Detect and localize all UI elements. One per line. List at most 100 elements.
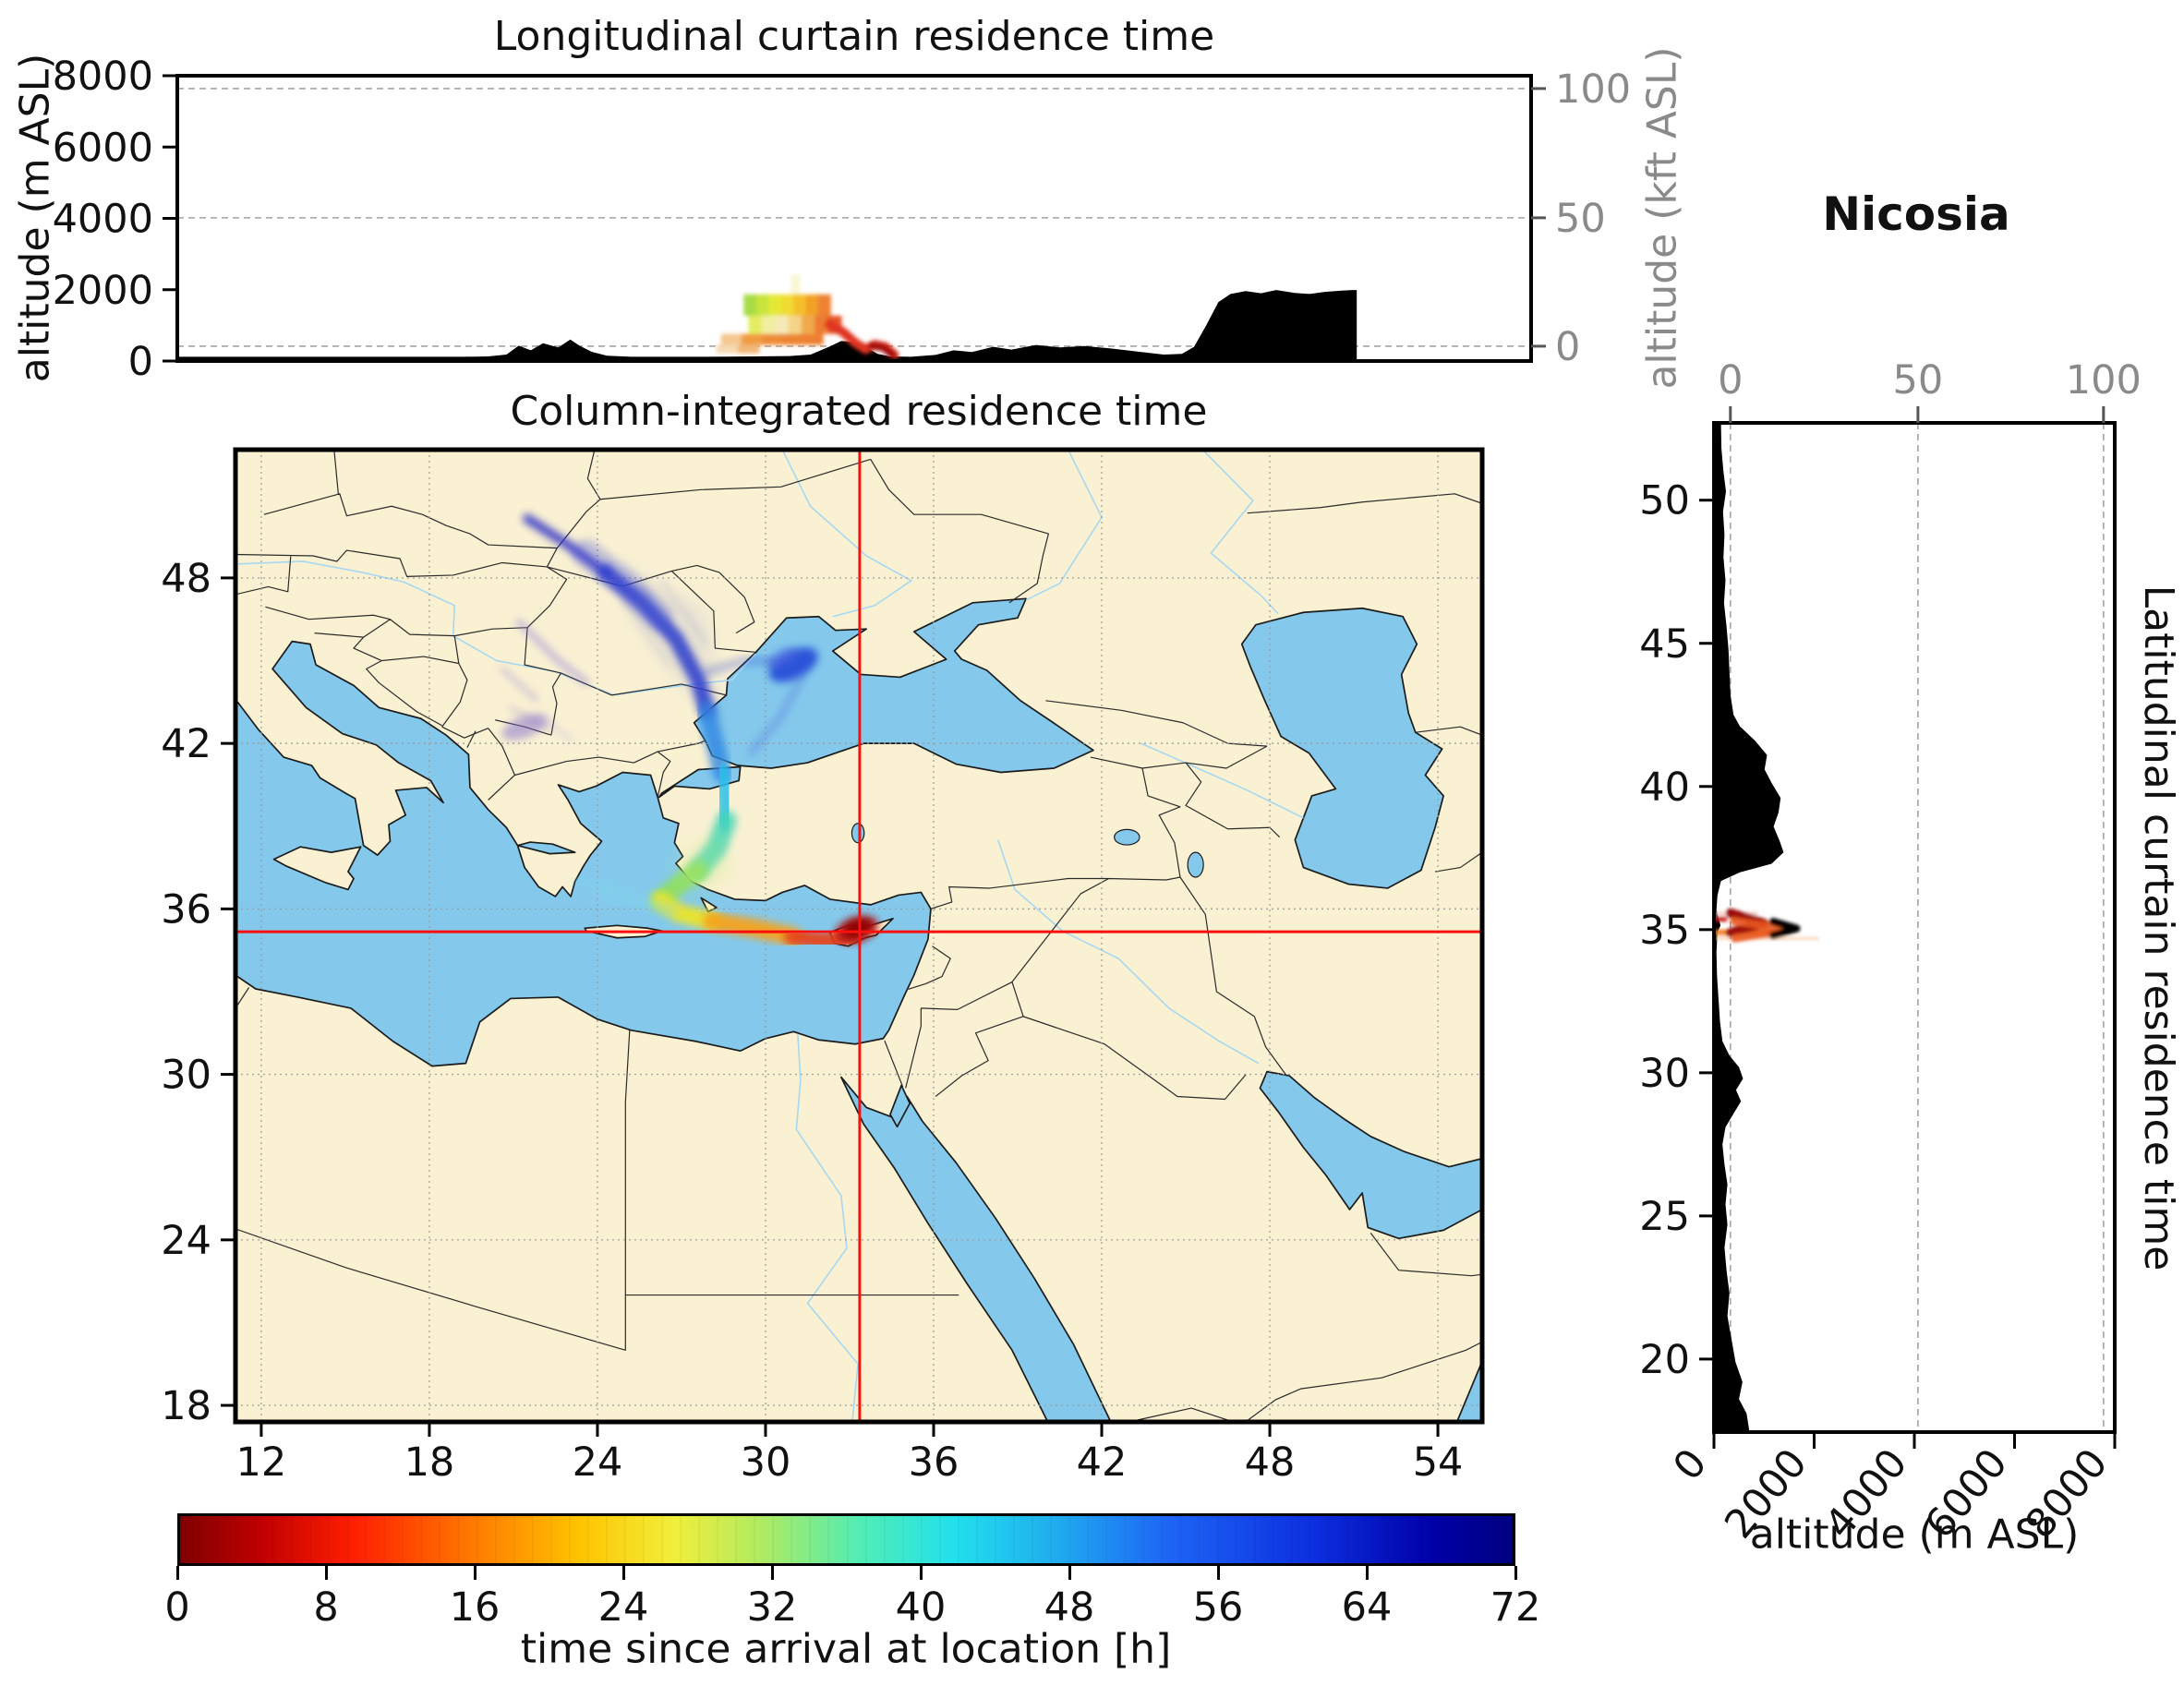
colorbar-tick-label: 24 (597, 1584, 649, 1631)
colorbar-tick-label: 56 (1192, 1584, 1244, 1631)
plume-cell (775, 315, 790, 334)
tick-label: 50 (1639, 478, 1690, 524)
plume-cell (793, 294, 807, 316)
lake-tuz (851, 824, 863, 843)
colorbar-tick (621, 1566, 625, 1580)
colorbar-tick (1365, 1566, 1369, 1580)
tick-label: 30 (741, 1439, 791, 1486)
river-kura (1140, 743, 1303, 818)
persian-gulf (1260, 1072, 1482, 1239)
river-dnieper (782, 450, 911, 617)
plume-cell (814, 315, 829, 334)
colorbar-tick (324, 1566, 328, 1580)
colorbar-tick-label: 48 (1044, 1584, 1095, 1631)
curtain-plume (1714, 912, 1819, 940)
plume-cell (817, 294, 831, 316)
curtain-plume (716, 274, 895, 355)
rhodes (701, 897, 717, 911)
plume-cell (748, 315, 763, 334)
colorbar-tick-label: 0 (164, 1584, 190, 1631)
map-frame (233, 447, 1485, 1425)
tick-label: 50 (1555, 196, 1606, 242)
plume-cell (737, 344, 760, 354)
map-plume-streak (622, 600, 670, 667)
river-volga (1202, 450, 1278, 614)
colorbar-tick-label: 32 (746, 1584, 798, 1631)
map-plume-streak (511, 707, 549, 729)
tick-label: 30 (161, 1053, 211, 1099)
colorbar-tick-label: 16 (449, 1584, 501, 1631)
colorbar-tick (770, 1566, 774, 1580)
tick-label: 45 (1639, 621, 1690, 668)
plume-cell (743, 294, 757, 316)
plume-cell (781, 333, 803, 345)
map-plume-streak (575, 881, 606, 889)
map-plume-streak (519, 622, 586, 683)
tick-label: 12 (236, 1439, 287, 1486)
tick-label: 24 (573, 1439, 623, 1486)
tick-label: 36 (161, 886, 211, 933)
map-plume-haze (614, 560, 724, 728)
site-title: Nicosia (1822, 187, 2010, 241)
colorbar-tick (919, 1566, 923, 1580)
colorbar-tick-label: 64 (1341, 1584, 1393, 1631)
gulf-of-aqaba (890, 1086, 910, 1127)
colorbar-tick-label: 72 (1490, 1584, 1541, 1631)
plume-cell (780, 294, 794, 316)
tick-label: 20 (1639, 1337, 1690, 1383)
tick-label: 6000 (53, 125, 153, 171)
borders-arabia-centralasia (1135, 494, 1482, 1425)
tick-label: 0 (1665, 1440, 1717, 1489)
lake-urmia (1188, 852, 1203, 877)
borders-europe (235, 450, 1048, 800)
river-don (1026, 450, 1102, 600)
map-plume-streak (706, 710, 722, 774)
plume-cell (716, 344, 739, 354)
plume-chevron (1773, 921, 1797, 935)
tick-label: 24 (161, 1218, 211, 1264)
tick-label: 42 (161, 721, 211, 767)
colorbar-label: time since arrival at location [h] (520, 1625, 1172, 1673)
plume-cell (802, 333, 824, 345)
plume-bar (1714, 936, 1819, 940)
top-right-axis-label: altitude (kft ASL) (1638, 46, 1686, 390)
tick-label: 0 (1718, 357, 1743, 403)
sicily (274, 847, 361, 889)
top-panel-title: Longitudinal curtain residence time (493, 13, 1215, 60)
map-plume-streak (712, 921, 793, 936)
borders-africa (235, 988, 959, 1351)
map-plume-streak (642, 589, 690, 661)
tick-label: 18 (404, 1439, 455, 1486)
tick-label: 48 (1245, 1439, 1296, 1486)
river-euphrates (998, 840, 1259, 1064)
map-overlays (235, 450, 1482, 1422)
map-plume-streak (541, 716, 572, 741)
plume-cell (805, 294, 819, 316)
colorbar-tick (1514, 1566, 1517, 1580)
colorbar-tick-label: 8 (313, 1584, 339, 1631)
map-plume-streak (502, 668, 536, 699)
terrain-profile (177, 290, 1531, 361)
plume-cell (768, 294, 782, 316)
colorbar-tick (1068, 1566, 1071, 1580)
plume-cell (788, 315, 802, 334)
tick-label: 100 (1555, 66, 1631, 113)
plume-cell (755, 294, 769, 316)
map-title: Column-integrated residence time (510, 388, 1208, 435)
tick-label: 35 (1639, 908, 1690, 954)
plume-cell (761, 315, 776, 334)
tick-label: 0 (1555, 324, 1580, 370)
lake-van (1115, 829, 1140, 845)
gulf-of-corinth (517, 842, 574, 854)
map-axes: 12 18 24 30 36 42 48 54 18 24 30 36 42 48 (161, 556, 1463, 1486)
map-plume-streak (752, 677, 802, 752)
map-plume-haze (670, 828, 735, 898)
tick-label: 40 (1639, 765, 1690, 811)
map-plume-streak (662, 581, 707, 644)
right-panel-side-label: Latitudinal curtain residence time (2135, 584, 2182, 1271)
plume-cell (720, 333, 742, 345)
longitudinal-curtain-panel: 0 2000 4000 6000 8000 0 50 100 (53, 54, 1632, 385)
tick-label: 100 (2066, 357, 2142, 403)
colorbar-tick (175, 1566, 179, 1580)
tick-label: 42 (1077, 1439, 1128, 1486)
